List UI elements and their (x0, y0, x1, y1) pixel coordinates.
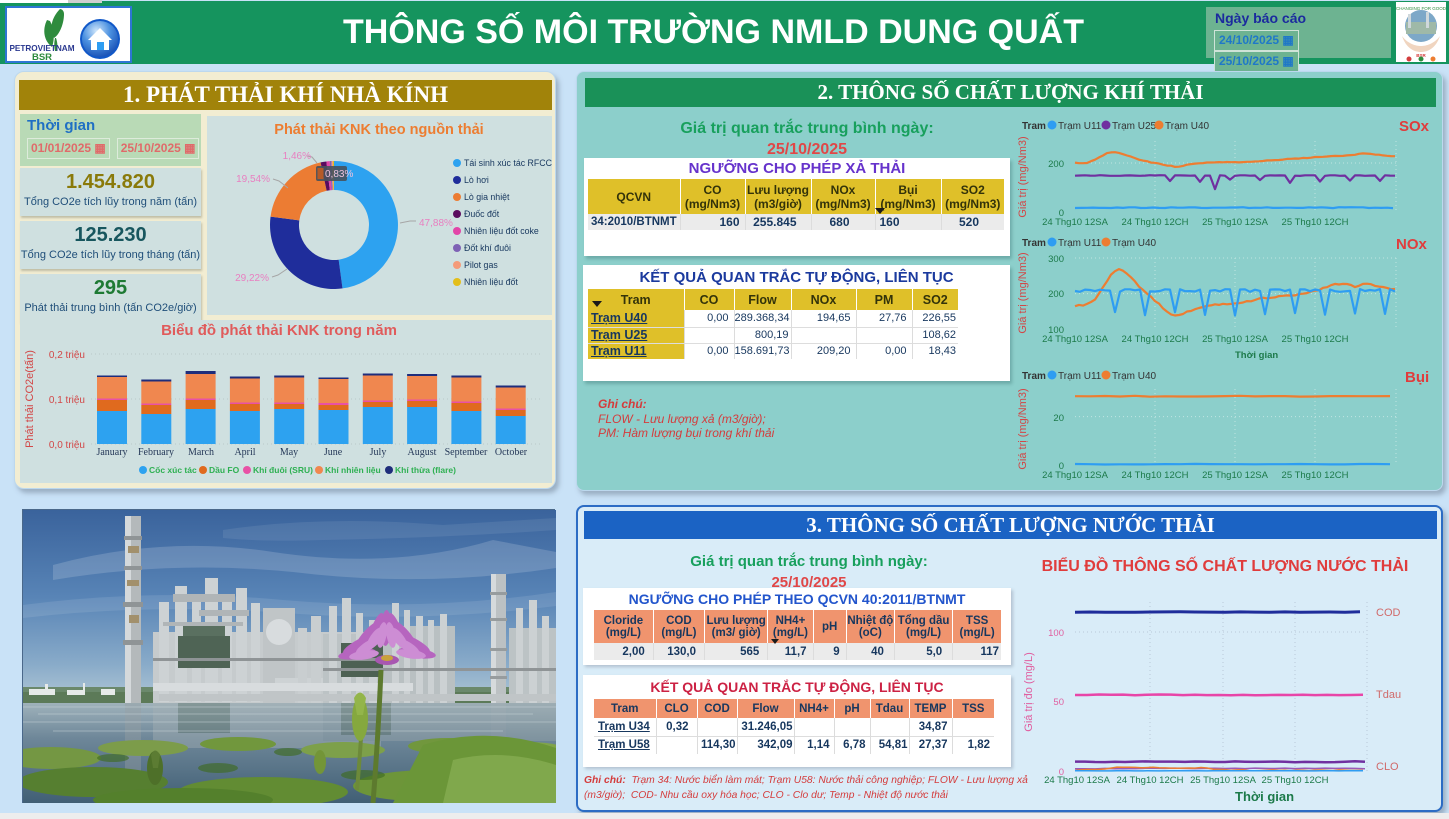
svg-text:25 Thg10 12CH: 25 Thg10 12CH (1282, 470, 1349, 481)
svg-text:25 Thg10 12SA: 25 Thg10 12SA (1202, 217, 1269, 228)
svg-text:Trạm U40: Trạm U40 (1165, 121, 1210, 132)
svg-text:BIỂU ĐỒ THÔNG SỐ CHẤT LƯỢNG NƯ: BIỂU ĐỒ THÔNG SỐ CHẤT LƯỢNG NƯỚC THẢI (1042, 555, 1409, 575)
svg-text:SOx: SOx (1399, 118, 1430, 135)
svg-text:25 Thg10 12SA: 25 Thg10 12SA (1190, 775, 1257, 786)
svg-text:Đốt khí đuôi: Đốt khí đuôi (464, 243, 511, 253)
svg-text:Cốc xúc tác: Cốc xúc tác (149, 465, 197, 475)
svg-text:Trạm U11: Trạm U11 (1058, 121, 1102, 132)
svg-text:Giá trị (mg/Nm3): Giá trị (mg/Nm3) (1017, 136, 1029, 217)
svg-text:Tram: Tram (1022, 371, 1046, 382)
svg-text:Trạm U40: Trạm U40 (1112, 371, 1157, 382)
svg-text:Phát thải KNK theo nguồn thải: Phát thải KNK theo nguồn thải (274, 122, 483, 138)
svg-text:COD: COD (1376, 607, 1401, 619)
svg-text:100: 100 (1048, 628, 1064, 639)
svg-text:24 Thg10 12CH: 24 Thg10 12CH (1122, 217, 1189, 228)
svg-text:25 Thg10 12CH: 25 Thg10 12CH (1282, 217, 1349, 228)
svg-text:0: 0 (1059, 767, 1064, 778)
svg-text:Trạm U11: Trạm U11 (1058, 238, 1102, 249)
svg-text:Đuốc đốt: Đuốc đốt (464, 209, 500, 219)
svg-text:24 Thg10 12CH: 24 Thg10 12CH (1117, 775, 1184, 786)
svg-text:September: September (445, 447, 488, 458)
svg-text:July: July (370, 447, 387, 458)
svg-text:24 Thg10 12CH: 24 Thg10 12CH (1122, 334, 1189, 345)
svg-text:April: April (234, 447, 255, 458)
svg-text:25 Thg10 12SA: 25 Thg10 12SA (1202, 334, 1269, 345)
svg-text:Dầu FO: Dầu FO (209, 465, 240, 475)
svg-text:BSR: BSR (1416, 53, 1426, 58)
svg-text:24 Thg10 12CH: 24 Thg10 12CH (1122, 470, 1189, 481)
svg-text:100: 100 (1048, 325, 1064, 336)
svg-text:Pilot gas: Pilot gas (464, 260, 498, 270)
svg-text:CHANGING FOR GOOD: CHANGING FOR GOOD (1396, 6, 1446, 11)
svg-text:29,22%: 29,22% (235, 273, 269, 284)
svg-text:24 Thg10 12SA: 24 Thg10 12SA (1042, 470, 1109, 481)
svg-text:300: 300 (1048, 254, 1064, 265)
svg-text:0,0 triệu: 0,0 triệu (49, 440, 85, 451)
svg-text:20: 20 (1053, 413, 1064, 424)
svg-text:Biểu đồ phát thải KNK trong nă: Biểu đồ phát thải KNK trong năm (161, 322, 397, 339)
svg-text:Tram: Tram (1022, 121, 1046, 132)
svg-text:Khí đuôi (SRU): Khí đuôi (SRU) (253, 465, 313, 475)
svg-text:CLO: CLO (1376, 761, 1399, 773)
svg-text:25 Thg10 12CH: 25 Thg10 12CH (1262, 775, 1329, 786)
svg-text:Lò hơi: Lò hơi (464, 175, 489, 185)
svg-text:Nhiên liệu đốt coke: Nhiên liệu đốt coke (464, 226, 539, 236)
svg-text:19,54%: 19,54% (236, 174, 270, 185)
svg-text:October: October (495, 447, 528, 458)
svg-text:25 Thg10 12SA: 25 Thg10 12SA (1202, 470, 1269, 481)
svg-text:0,2 triệu: 0,2 triệu (49, 350, 85, 361)
svg-text:1,46%: 1,46% (283, 151, 311, 162)
svg-text:200: 200 (1048, 289, 1064, 300)
svg-text:Giá trị (mg/Nm3): Giá trị (mg/Nm3) (1017, 388, 1029, 469)
svg-text:Phát thải CO2e(tấn): Phát thải CO2e(tấn) (24, 350, 36, 448)
svg-text:Thời gian: Thời gian (1235, 789, 1294, 804)
svg-text:Khí thừa (flare): Khí thừa (flare) (395, 465, 456, 475)
svg-text:Nhiên liệu đốt: Nhiên liệu đốt (464, 277, 518, 287)
svg-text:50: 50 (1053, 697, 1064, 708)
svg-text:24 Thg10 12SA: 24 Thg10 12SA (1042, 334, 1109, 345)
svg-text:Lò gia nhiệt: Lò gia nhiệt (464, 192, 510, 202)
svg-text:Trạm U40: Trạm U40 (1112, 238, 1157, 249)
svg-text:0,1 triệu: 0,1 triệu (49, 395, 85, 406)
svg-text:0,83%: 0,83% (325, 169, 353, 180)
svg-text:PETROVIETNAM: PETROVIETNAM (9, 44, 74, 53)
svg-text:Trạm U25: Trạm U25 (1112, 121, 1157, 132)
svg-text:Tdau: Tdau (1376, 689, 1401, 701)
svg-text:February: February (138, 447, 174, 458)
svg-text:March: March (188, 447, 214, 458)
svg-text:47,88%: 47,88% (419, 218, 453, 229)
svg-text:Khí nhiên liệu: Khí nhiên liệu (325, 465, 381, 475)
svg-text:0: 0 (1059, 461, 1064, 472)
svg-text:Tái sinh xúc tác RFCC: Tái sinh xúc tác RFCC (464, 158, 552, 168)
svg-text:24 Thg10 12SA: 24 Thg10 12SA (1044, 775, 1111, 786)
svg-text:NOx: NOx (1396, 236, 1428, 253)
svg-text:25 Thg10 12CH: 25 Thg10 12CH (1282, 334, 1349, 345)
svg-text:Tram: Tram (1022, 238, 1046, 249)
svg-text:0: 0 (1059, 208, 1064, 219)
svg-text:BSR: BSR (32, 52, 52, 61)
svg-text:Giá trị đo (mg/L): Giá trị đo (mg/L) (1023, 652, 1035, 731)
svg-text:Thời gian: Thời gian (1235, 350, 1278, 361)
svg-text:June: June (324, 447, 343, 458)
svg-text:Trạm U11: Trạm U11 (1058, 371, 1102, 382)
svg-text:August: August (408, 447, 437, 458)
svg-text:January: January (96, 447, 127, 458)
svg-text:200: 200 (1048, 159, 1064, 170)
svg-text:May: May (280, 447, 298, 458)
svg-text:Bụi: Bụi (1405, 369, 1429, 386)
svg-text:24 Thg10 12SA: 24 Thg10 12SA (1042, 217, 1109, 228)
svg-text:Giá trị (mg/Nm3): Giá trị (mg/Nm3) (1017, 252, 1029, 333)
